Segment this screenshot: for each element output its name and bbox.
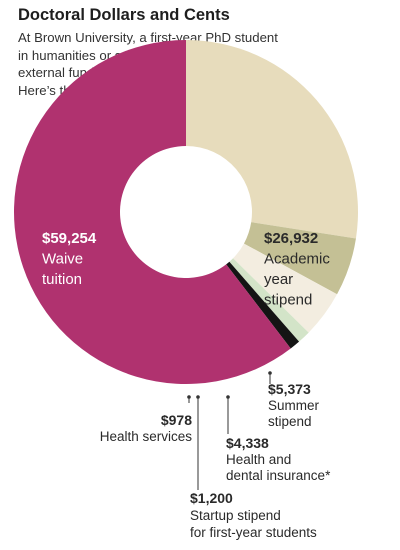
subtitle-line: At Brown University, a first-year PhD st…: [18, 30, 278, 45]
leader-dot: [196, 395, 200, 399]
slice-value-label: $1,200: [190, 490, 233, 506]
slice-value-label: $59,254: [42, 230, 97, 247]
slice-category-label: stipend: [264, 292, 312, 309]
slice-category-label: Academic: [264, 251, 330, 268]
donut-slice: [226, 261, 300, 349]
slice-value-label: $5,373: [268, 381, 311, 397]
donut-slice: [229, 258, 309, 342]
chart-title: Doctoral Dollars and Cents: [18, 6, 230, 24]
donut-slice: [243, 222, 356, 295]
slice-category-label: tuition: [42, 271, 82, 288]
leader-dot: [268, 371, 272, 375]
leader-dot: [226, 395, 230, 399]
leader-lines: [187, 371, 272, 490]
donut-slice: [14, 40, 291, 384]
slice-category-label: Startup stipend: [190, 508, 281, 523]
slice-category-label: for first-year students: [190, 525, 317, 540]
slice-labels: $26,932Academicyearstipend$5,373Summerst…: [42, 230, 331, 540]
slice-category-label: year: [264, 271, 293, 288]
slice-category-label: stipend: [268, 414, 312, 429]
donut-slice: [233, 243, 338, 333]
slice-value-label: $26,932: [264, 230, 318, 247]
slice-value-label: $978: [161, 412, 192, 428]
slice-category-label: Health and: [226, 452, 291, 467]
slice-category-label: dental insurance*: [226, 468, 331, 483]
slice-value-label: $4,338: [226, 435, 269, 451]
slice-category-label: Health services: [100, 429, 193, 444]
donut-slices: [14, 40, 358, 384]
donut-slice: [186, 40, 358, 239]
slice-category-label: Waive: [42, 251, 83, 268]
slice-category-label: Summer: [268, 398, 320, 413]
leader-dot: [187, 395, 191, 399]
